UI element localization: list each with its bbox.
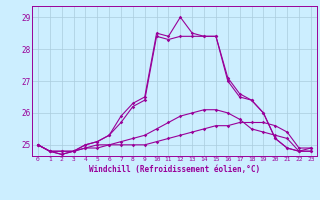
X-axis label: Windchill (Refroidissement éolien,°C): Windchill (Refroidissement éolien,°C) — [89, 165, 260, 174]
